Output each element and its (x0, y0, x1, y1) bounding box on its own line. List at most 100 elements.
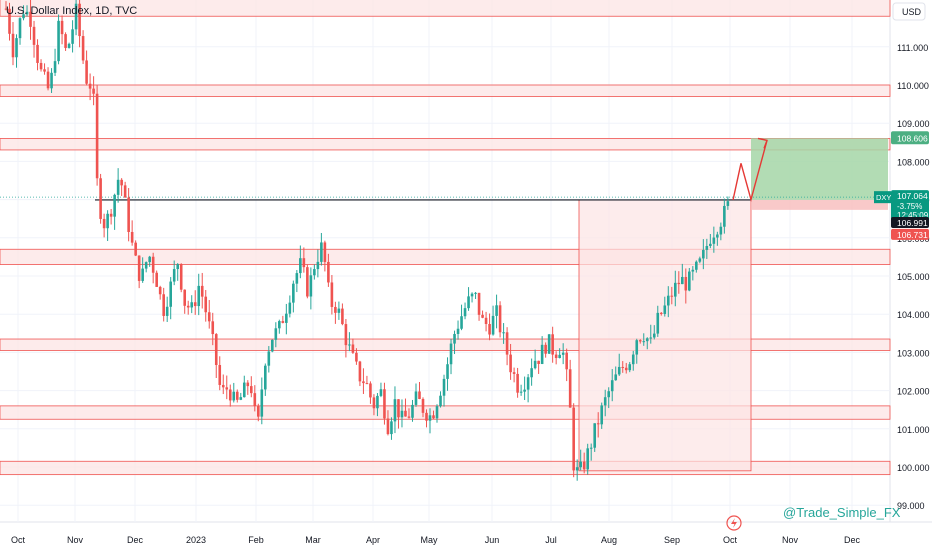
candle-up (449, 343, 453, 365)
y-tick-label: 111.000 (897, 43, 928, 53)
candles (4, 0, 730, 481)
candle-down (257, 406, 260, 417)
candle-up (575, 467, 579, 471)
candle-up (467, 296, 470, 309)
candle-down (130, 231, 134, 243)
candle-down (95, 93, 99, 179)
candle-down (46, 71, 50, 89)
x-tick-label: Nov (67, 535, 84, 545)
level1-text: 106.991 (897, 218, 928, 228)
candle-down (60, 20, 64, 35)
candle-down (481, 314, 484, 318)
candle-down (207, 312, 211, 322)
candle-up (656, 312, 660, 334)
candle-down (544, 344, 547, 354)
x-tick-label: Oct (723, 535, 738, 545)
candle-down (621, 366, 625, 368)
candle-up (165, 306, 169, 316)
candle-up (460, 316, 463, 329)
target-price-tag (891, 131, 929, 145)
candle-up (495, 305, 498, 316)
candle-up (593, 423, 596, 448)
candle-up (67, 43, 71, 48)
candle-down (225, 387, 229, 390)
candle-up (603, 397, 607, 406)
candle-up (22, 14, 25, 19)
candle-down (183, 289, 187, 306)
candle-down (537, 360, 540, 364)
candle-down (369, 383, 372, 398)
candle-up (723, 205, 726, 227)
candle-down (565, 352, 568, 370)
x-tick-label: Dec (127, 535, 144, 545)
x-tick-label: Dec (844, 535, 861, 545)
candle-up (610, 380, 614, 392)
candle-up (663, 305, 667, 314)
x-tick-label: Aug (601, 535, 617, 545)
candle-up (376, 395, 379, 409)
candle-down (137, 255, 141, 281)
candle-up (698, 258, 702, 262)
x-tick-label: Sep (664, 535, 680, 545)
candle-down (484, 317, 488, 324)
sr-zone (0, 405, 891, 420)
candle-up (176, 264, 180, 270)
candle-up (309, 275, 313, 297)
candle-down (404, 410, 407, 417)
candle-up (579, 461, 582, 468)
candle-down (362, 381, 365, 384)
candle-up (285, 313, 288, 323)
candle-down (179, 264, 183, 290)
candle-up (274, 328, 278, 340)
candle-up (691, 269, 695, 272)
candle-up (264, 365, 267, 390)
candle-down (670, 295, 674, 297)
candle-up (673, 282, 677, 297)
candle-down (302, 258, 306, 268)
candle-up (474, 292, 477, 294)
candle-up (681, 276, 684, 285)
candle-up (530, 368, 533, 378)
sr-zone (0, 248, 891, 265)
candle-down (8, 8, 11, 34)
y-tick-label: 100.000 (897, 463, 930, 473)
time-axis: Oct Nov Dec 2023 Feb Mar Apr May Jun Jul Aug Sep Oct… (11, 535, 861, 545)
candle-up (446, 364, 449, 379)
projection-arrow (732, 140, 768, 203)
candle-down (568, 369, 572, 408)
x-tick-label: Oct (11, 535, 26, 545)
x-tick-label: Apr (366, 535, 380, 545)
stop-box (751, 199, 888, 210)
candle-down (477, 292, 481, 315)
candle-down (572, 407, 575, 471)
candle-up (719, 226, 723, 235)
x-tick-label: Mar (305, 535, 321, 545)
candle-down (383, 389, 386, 419)
candle-up (267, 351, 271, 366)
candle-up (695, 261, 698, 270)
candle-up (288, 302, 292, 314)
candle-up (558, 354, 561, 359)
candle-down (596, 423, 600, 425)
last-price-text: 107.064 (897, 191, 928, 201)
candle-down (155, 272, 158, 287)
candle-up (600, 405, 604, 425)
symbol-tag (874, 191, 891, 204)
target-price-text: 108.606 (897, 133, 928, 143)
candle-down (407, 416, 411, 418)
candle-down (123, 185, 127, 198)
candle-up (456, 328, 460, 334)
sr-zone (0, 338, 891, 351)
candle-down (158, 286, 162, 295)
target-box (751, 138, 888, 200)
candle-up (614, 374, 618, 381)
candle-down (102, 218, 106, 229)
watermark-text: @Trade_Simple_FX (783, 505, 901, 520)
candle-down (134, 242, 137, 256)
candle-down (200, 285, 204, 297)
x-tick-label: Nov (782, 535, 799, 545)
candle-down (151, 256, 155, 273)
candle-down (365, 383, 369, 385)
x-tick-label: Jul (545, 535, 557, 545)
